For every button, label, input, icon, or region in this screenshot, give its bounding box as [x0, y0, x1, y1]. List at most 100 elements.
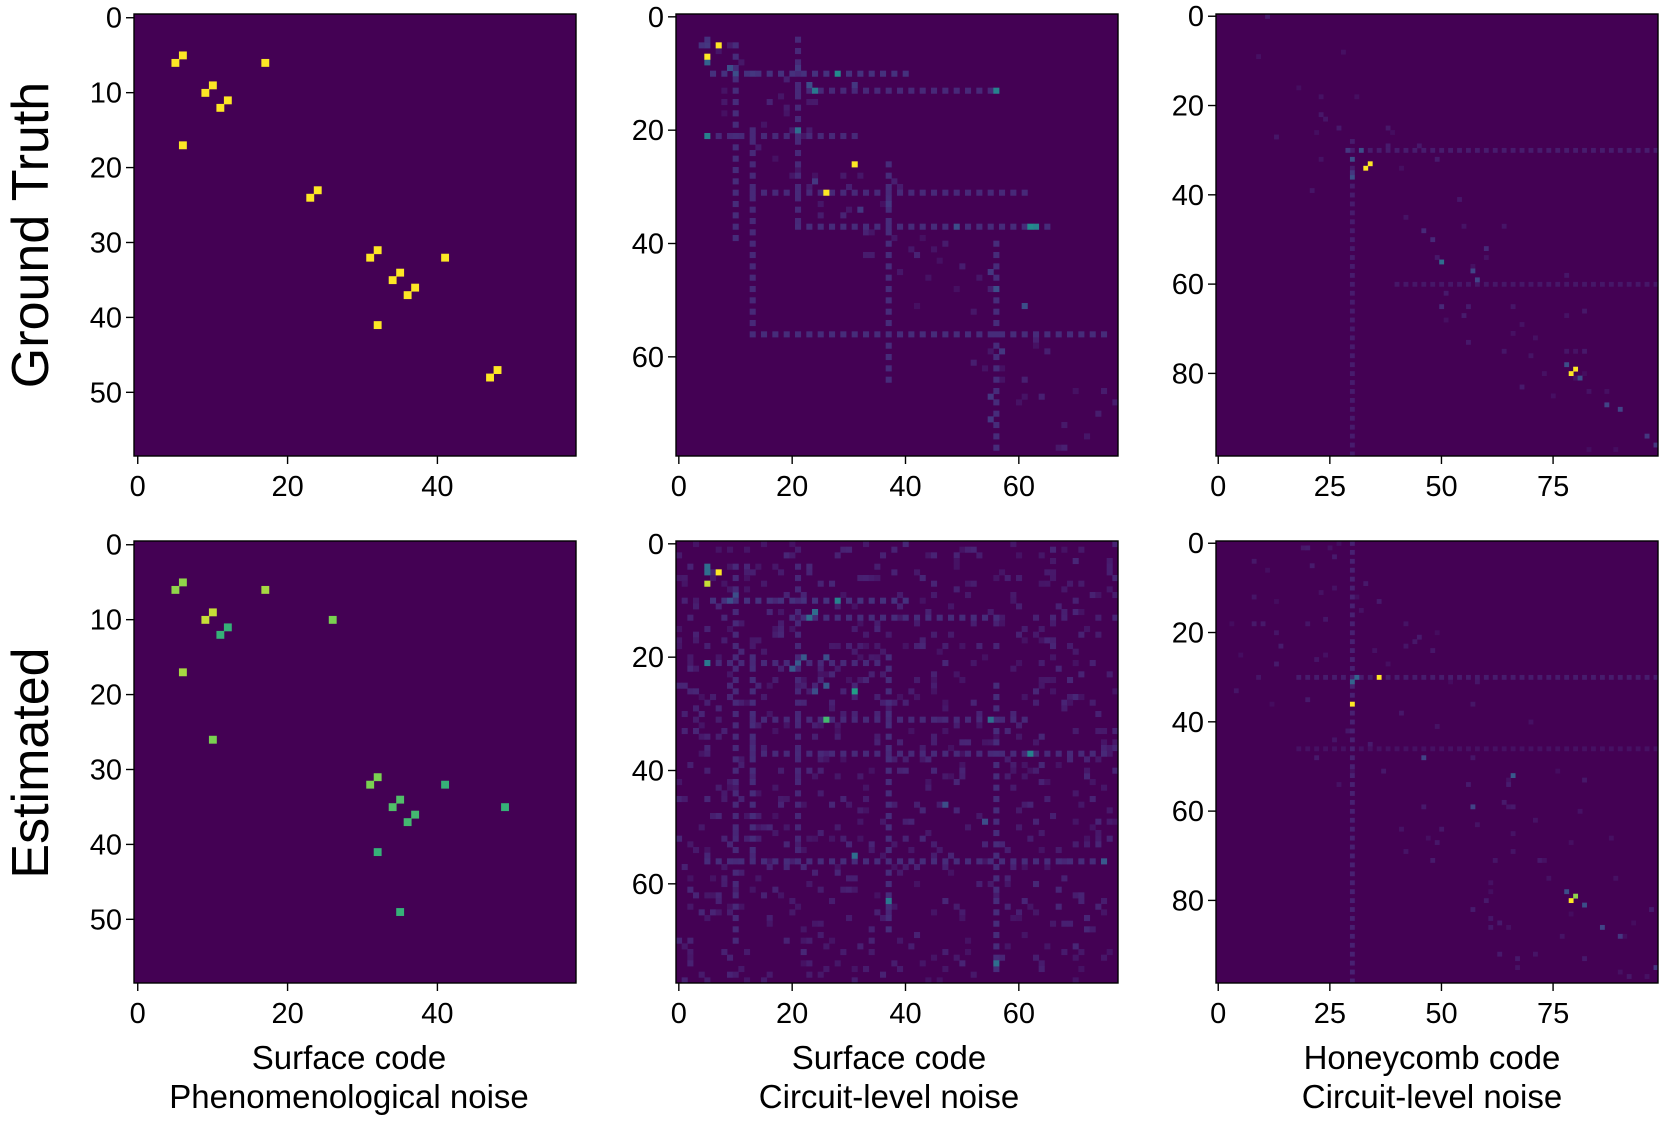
heatmap-cell [727, 971, 734, 978]
heatmap-cell [931, 909, 938, 916]
heatmap-cell [1038, 762, 1045, 769]
heatmap-cell [698, 42, 705, 49]
heatmap-cell [1394, 674, 1400, 680]
heatmap-cell [687, 954, 694, 961]
heatmap-cell [868, 926, 875, 933]
heatmap-cell [1038, 637, 1045, 644]
heatmap-cell [897, 750, 904, 757]
x-tick-label: 50 [1425, 471, 1457, 503]
heatmap-cell [1038, 960, 1045, 967]
heatmap-cell [885, 631, 892, 638]
heatmap-cell [840, 87, 847, 94]
heatmap-cell [840, 750, 847, 757]
heatmap-cell [908, 246, 915, 253]
heatmap-cell [1021, 716, 1028, 723]
heatmap-cell [795, 116, 802, 123]
heatmap-cell [1573, 281, 1579, 287]
heatmap-cell [1296, 746, 1302, 752]
heatmap-cell [676, 552, 683, 559]
heatmap-cell [704, 59, 711, 66]
heatmap-cell [1653, 147, 1659, 153]
heatmap-cell [993, 87, 1000, 94]
heatmap-cell [908, 331, 915, 338]
heatmap-cell [1448, 679, 1454, 685]
heatmap-cell [1038, 660, 1045, 667]
heatmap-cell [857, 773, 864, 780]
heatmap-cell [1372, 648, 1378, 654]
y-tick-label: 50 [90, 377, 122, 409]
heatmap-cell [885, 354, 892, 361]
heatmap-cell [1434, 255, 1440, 260]
heatmap-cell [201, 615, 210, 624]
heatmap-cell [1055, 762, 1062, 769]
heatmap-cell [710, 575, 717, 582]
heatmap-cell [681, 682, 688, 689]
heatmap-cell [817, 580, 824, 587]
heatmap-cell [704, 750, 711, 757]
heatmap-cell [1349, 639, 1355, 645]
heatmap-cell [1095, 830, 1102, 837]
heatmap-cell [868, 949, 875, 956]
heatmap-cell [1644, 974, 1650, 979]
heatmap-cell [965, 739, 972, 746]
heatmap-cell [1501, 746, 1507, 752]
heatmap-cell [1061, 699, 1068, 706]
heatmap-cell [313, 186, 322, 195]
heatmap-cell [1376, 746, 1382, 752]
heatmap-cell [732, 643, 739, 650]
heatmap-cell [1492, 147, 1498, 153]
heatmap-cell [1078, 331, 1085, 338]
heatmap-cell [744, 586, 751, 593]
heatmap-cell [704, 892, 711, 899]
heatmap-cell [806, 960, 813, 967]
heatmap-cell [800, 682, 807, 689]
heatmap-cell [976, 223, 983, 230]
heatmap-cell [687, 886, 694, 893]
heatmap-cell [851, 133, 858, 140]
heatmap-cell [857, 807, 864, 814]
heatmap-cell [1416, 634, 1422, 640]
heatmap-cell [993, 750, 1000, 757]
heatmap-cell [851, 223, 858, 230]
heatmap-cell [1608, 281, 1614, 287]
heatmap-cell [851, 694, 858, 701]
heatmap-cell [1106, 949, 1113, 956]
heatmap-cell [942, 949, 949, 956]
heatmap-cell [681, 580, 688, 587]
heatmap-cell [1349, 362, 1355, 368]
heatmap-cell [710, 70, 717, 77]
heatmap-cell [863, 716, 870, 723]
heatmap-cell [1061, 444, 1068, 451]
heatmap-cell [908, 858, 915, 865]
heatmap-cell [965, 937, 972, 944]
heatmap-cell [965, 858, 972, 865]
heatmap-cell [1546, 147, 1552, 153]
heatmap-cell [732, 665, 739, 672]
heatmap-cell [1457, 147, 1462, 153]
heatmap-cell [1466, 782, 1471, 787]
heatmap-cell [1332, 585, 1337, 591]
heatmap-cell [891, 178, 898, 185]
heatmap-cell [704, 563, 711, 570]
y-tick-label: 40 [632, 229, 664, 261]
heatmap-cell [823, 189, 830, 196]
heatmap-cell [999, 331, 1006, 338]
heatmap-cell [846, 915, 853, 922]
heatmap-cell [874, 750, 881, 757]
heatmap-cell [721, 614, 728, 621]
heatmap-cell [704, 643, 711, 650]
heatmap-cell [976, 274, 983, 281]
heatmap-cell [744, 949, 751, 956]
heatmap-cell [1256, 54, 1262, 60]
heatmap-cell [715, 898, 722, 905]
heatmap-cell [885, 756, 892, 763]
heatmap-cell [772, 830, 779, 837]
heatmap-cell [1599, 746, 1605, 752]
heatmap-cell [772, 716, 779, 723]
heatmap-cell [1430, 281, 1436, 287]
heatmap-cell [1492, 857, 1498, 863]
heatmap-cell [812, 70, 819, 77]
heatmap-cell [993, 620, 1000, 627]
heatmap-cell [755, 722, 762, 729]
heatmap-cell [1573, 375, 1579, 381]
